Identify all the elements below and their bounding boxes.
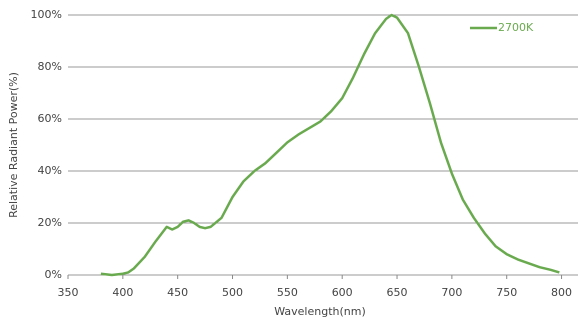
x-tick-label: 600	[332, 286, 353, 299]
y-axis-label: Relative Radiant Power(%)	[7, 72, 20, 218]
x-axis-label: Wavelength(nm)	[274, 305, 366, 318]
y-tick-label: 100%	[31, 8, 62, 21]
x-tick-label: 750	[496, 286, 517, 299]
x-tick-label: 650	[387, 286, 408, 299]
x-tick-label: 400	[112, 286, 133, 299]
y-tick-label: 60%	[38, 112, 62, 125]
data-line	[100, 13, 560, 277]
y-tick-label: 40%	[38, 164, 62, 177]
x-tick-label: 700	[441, 286, 462, 299]
x-tick-label: 550	[277, 286, 298, 299]
x-tick-label: 800	[551, 286, 572, 299]
y-tick-label: 80%	[38, 60, 62, 73]
x-tick-label: 350	[58, 286, 79, 299]
legend-label: 2700K	[498, 21, 534, 34]
y-tick-label: 20%	[38, 216, 62, 229]
y-tick-label: 0%	[45, 268, 62, 281]
x-tick-label: 500	[222, 286, 243, 299]
x-tick-label: 450	[167, 286, 188, 299]
